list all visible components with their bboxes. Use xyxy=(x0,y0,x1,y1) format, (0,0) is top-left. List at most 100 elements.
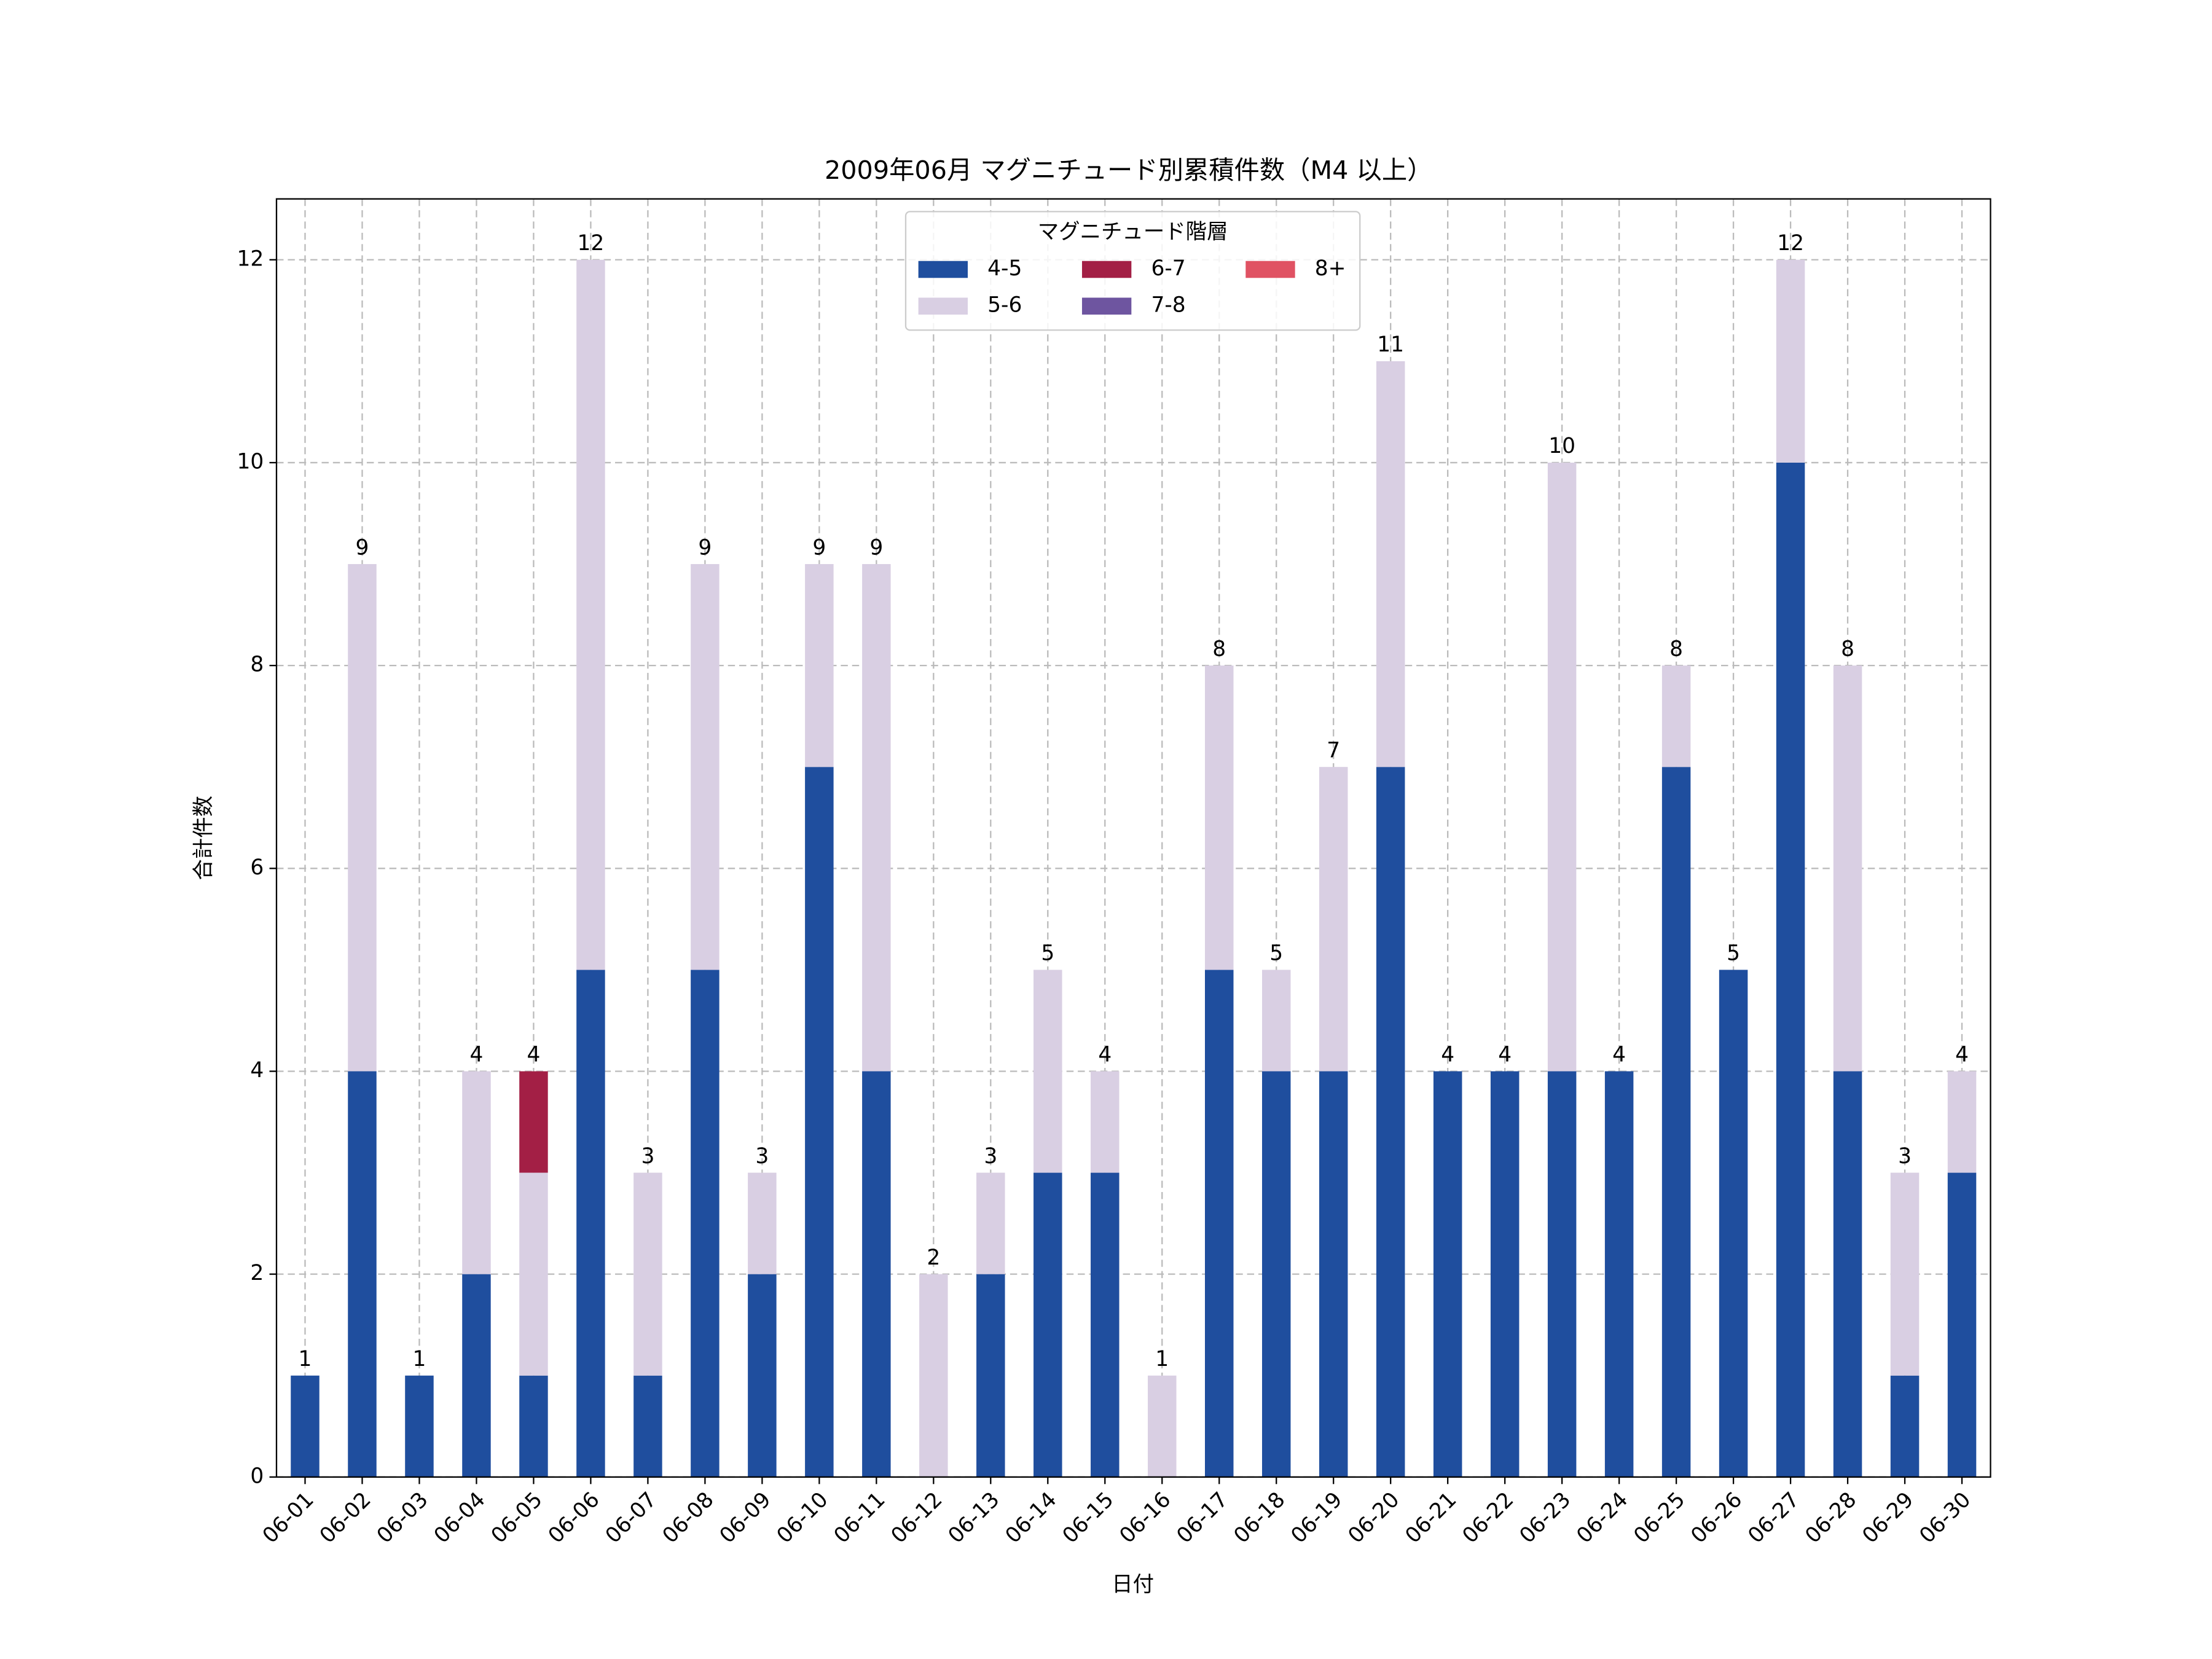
bars xyxy=(291,259,1977,1477)
legend-title: マグニチュード階層 xyxy=(1038,219,1228,244)
bar-segment xyxy=(1205,665,1234,970)
total-label: 9 xyxy=(698,535,712,560)
x-tick-label: 06-30 xyxy=(1915,1488,1975,1548)
bar-segment xyxy=(1890,1375,1920,1477)
legend-swatch xyxy=(1081,297,1132,315)
bar-segment xyxy=(633,1172,662,1376)
bar-segment xyxy=(291,1375,320,1477)
total-label: 5 xyxy=(1041,941,1054,966)
bar-segment xyxy=(405,1375,434,1477)
bar-segment xyxy=(1833,665,1862,1072)
bar-segment xyxy=(1033,1172,1062,1477)
total-label: 12 xyxy=(578,231,605,256)
x-tick-label: 06-28 xyxy=(1800,1488,1861,1548)
legend-label: 6-7 xyxy=(1151,256,1185,281)
y-tick-label: 8 xyxy=(250,653,264,677)
x-tick-label: 06-15 xyxy=(1058,1488,1119,1548)
total-label: 5 xyxy=(1727,941,1740,966)
plot-frame xyxy=(275,198,1991,1478)
bar-segment xyxy=(1776,462,1805,1477)
bar-segment xyxy=(748,1172,777,1274)
legend-swatch xyxy=(918,297,968,315)
bar-segment xyxy=(1433,1071,1462,1477)
total-label: 11 xyxy=(1377,332,1404,357)
legend-label: 7-8 xyxy=(1151,293,1185,318)
bar-segment xyxy=(862,1071,891,1477)
bar-segment xyxy=(1947,1172,1977,1477)
bar-segment xyxy=(1091,1172,1120,1477)
bar-segment xyxy=(919,1274,948,1477)
bar-segment xyxy=(1261,970,1291,1072)
total-label: 8 xyxy=(1669,637,1683,661)
y-tick-label: 12 xyxy=(237,246,264,271)
bar-segment xyxy=(1661,665,1691,767)
legend: マグニチュード階層 4-5 5-6 6-7 7-8 8+ xyxy=(904,211,1361,331)
total-label: 4 xyxy=(527,1043,540,1067)
bar-segment xyxy=(1890,1172,1920,1376)
total-label: 3 xyxy=(984,1144,997,1169)
total-label: 4 xyxy=(1498,1043,1512,1067)
legend-label: 5-6 xyxy=(987,293,1022,318)
chart-title: 2009年06月 マグニチュード別累積件数（M4 以上） xyxy=(825,155,1433,185)
x-tick-label: 06-01 xyxy=(258,1488,319,1548)
bar-segment xyxy=(1091,1071,1120,1173)
total-label: 9 xyxy=(356,535,369,560)
total-label: 4 xyxy=(1612,1043,1626,1067)
bar-segment xyxy=(976,1274,1005,1477)
total-label: 10 xyxy=(1548,434,1575,458)
bar-segment xyxy=(1604,1071,1634,1477)
bar-segment xyxy=(462,1274,491,1477)
y-tick-label: 2 xyxy=(250,1261,264,1285)
total-label: 8 xyxy=(1212,637,1226,661)
x-tick-label: 06-29 xyxy=(1857,1488,1918,1548)
legend-swatch xyxy=(1081,261,1132,278)
legend-swatch xyxy=(1245,261,1295,278)
total-label: 4 xyxy=(469,1043,483,1067)
total-label: 2 xyxy=(927,1245,940,1270)
total-label: 9 xyxy=(869,535,883,560)
bar-segment xyxy=(748,1274,777,1477)
x-tick-label: 06-05 xyxy=(487,1488,547,1548)
x-axis-label: 日付 xyxy=(1112,1572,1154,1597)
x-tick-label: 06-11 xyxy=(830,1488,890,1548)
bar-segment xyxy=(1205,970,1234,1477)
bar-segment xyxy=(1148,1375,1177,1477)
bar-segment xyxy=(1547,462,1577,1072)
bar-segment xyxy=(1490,1071,1520,1477)
x-tick-label: 06-26 xyxy=(1686,1488,1747,1548)
total-label: 3 xyxy=(755,1144,769,1169)
bar-segment xyxy=(691,970,720,1477)
bar-segment xyxy=(1776,259,1805,463)
x-tick-label: 06-22 xyxy=(1457,1488,1518,1548)
x-tick-label: 06-14 xyxy=(1001,1488,1062,1548)
total-label: 4 xyxy=(1098,1043,1112,1067)
legend-label: 4-5 xyxy=(987,256,1022,281)
x-tick-label: 06-13 xyxy=(944,1488,1005,1548)
total-label: 8 xyxy=(1841,637,1854,661)
x-tick-label: 06-03 xyxy=(372,1488,433,1548)
legend-swatch xyxy=(918,261,968,278)
legend-label: 8+ xyxy=(1315,256,1346,281)
bar-segment xyxy=(1319,1071,1348,1477)
bar-segment xyxy=(576,259,605,970)
x-tick-label: 06-07 xyxy=(601,1488,662,1548)
bar-segment xyxy=(348,1071,377,1477)
bar-segment xyxy=(462,1071,491,1274)
bar-segment xyxy=(576,970,605,1477)
x-tick-label: 06-12 xyxy=(887,1488,947,1548)
bar-segment xyxy=(1833,1071,1862,1477)
legend-box xyxy=(904,211,1361,331)
x-tick-label: 06-16 xyxy=(1115,1488,1176,1548)
bar-segment xyxy=(1033,970,1062,1173)
x-tick-label: 06-10 xyxy=(772,1488,833,1548)
total-label: 1 xyxy=(1155,1347,1169,1371)
bar-segment xyxy=(633,1375,662,1477)
bar-segment xyxy=(805,564,834,767)
total-label: 1 xyxy=(299,1347,312,1371)
x-tick-label: 06-08 xyxy=(658,1488,719,1548)
bar-segment xyxy=(519,1071,548,1173)
bar-segment xyxy=(1661,767,1691,1477)
bar-segment xyxy=(1547,1071,1577,1477)
total-label: 4 xyxy=(1955,1043,1969,1067)
bar-segment xyxy=(976,1172,1005,1274)
